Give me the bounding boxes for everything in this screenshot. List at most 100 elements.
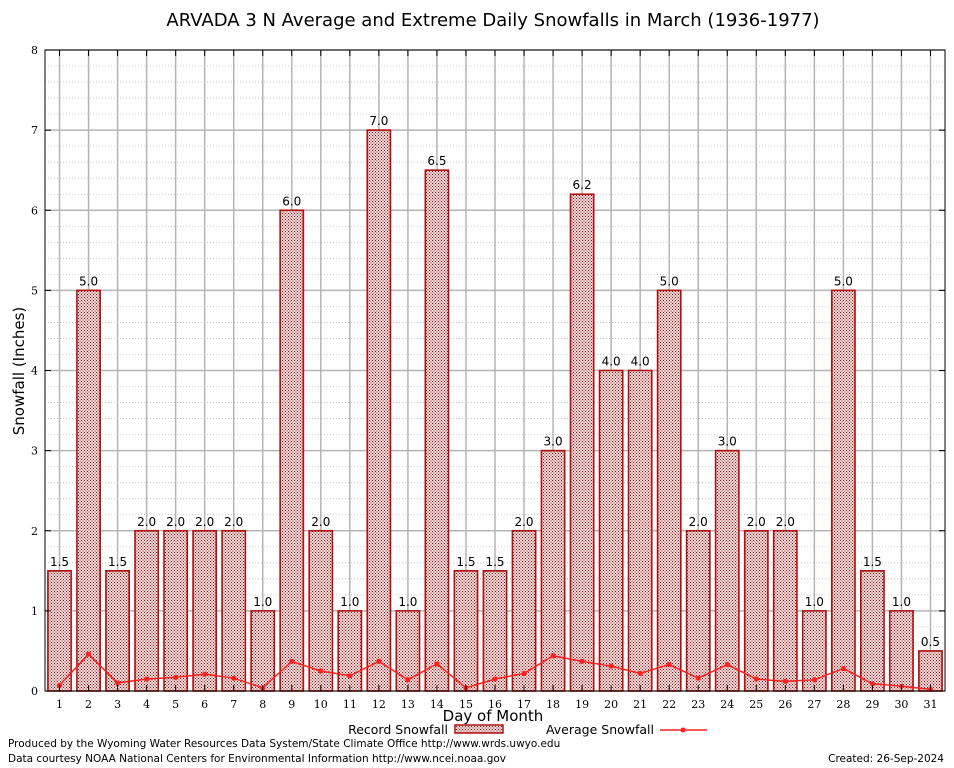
record-bar xyxy=(482,570,508,692)
bar-value-label: 1.0 xyxy=(253,595,272,609)
bar-value-label: 2.0 xyxy=(747,515,766,529)
x-tick-label: 20 xyxy=(604,698,618,711)
bar-value-label: 0.5 xyxy=(921,635,940,649)
y-tick-label: 3 xyxy=(31,445,38,458)
x-tick-label: 25 xyxy=(749,698,763,711)
average-point xyxy=(231,675,237,681)
x-tick-label: 22 xyxy=(662,698,676,711)
y-tick-label: 2 xyxy=(31,525,38,538)
bar-value-label: 4.0 xyxy=(602,355,621,369)
average-point xyxy=(840,665,846,672)
x-tick-label: 4 xyxy=(143,698,150,711)
average-point xyxy=(289,658,295,664)
bar-value-label: 2.0 xyxy=(166,515,185,529)
average-point xyxy=(202,671,208,677)
record-bar xyxy=(134,529,160,692)
x-tick-label: 10 xyxy=(314,698,328,711)
x-tick-label: 26 xyxy=(778,698,792,711)
x-tick-label: 27 xyxy=(807,698,821,711)
record-bar xyxy=(424,169,450,692)
average-point xyxy=(434,661,440,667)
bar-value-label: 3.0 xyxy=(544,435,563,449)
legend-average-marker xyxy=(680,727,686,733)
x-tick-label: 7 xyxy=(230,698,237,711)
record-bar xyxy=(511,529,537,692)
bar-value-label: 2.0 xyxy=(137,515,156,529)
y-axis-label: Snowfall (Inches) xyxy=(10,307,28,435)
legend-record-swatch xyxy=(454,724,504,734)
average-point xyxy=(550,653,556,659)
average-point xyxy=(811,677,817,683)
average-point xyxy=(405,677,411,683)
x-tick-label: 13 xyxy=(401,698,415,711)
x-tick-label: 23 xyxy=(691,698,705,711)
x-tick-label: 31 xyxy=(923,698,937,711)
chart-title: ARVADA 3 N Average and Extreme Daily Sno… xyxy=(166,10,819,31)
average-point xyxy=(376,658,382,664)
average-point xyxy=(492,676,498,682)
footer-created-date: Created: 26-Sep-2024 xyxy=(828,753,944,765)
bar-value-label: 3.0 xyxy=(718,435,737,449)
record-bar xyxy=(308,529,334,692)
x-tick-label: 5 xyxy=(172,698,179,711)
bar-value-label: 1.5 xyxy=(456,555,475,569)
average-point xyxy=(695,675,701,681)
x-tick-label: 30 xyxy=(894,698,908,711)
average-point xyxy=(114,680,121,686)
footer-data-courtesy: Data courtesy NOAA National Centers for … xyxy=(8,753,507,765)
x-tick-label: 15 xyxy=(459,698,473,711)
average-point xyxy=(318,668,324,674)
bar-value-label: 2.0 xyxy=(224,515,243,529)
x-tick-label: 17 xyxy=(517,698,531,711)
bar-value-label: 6.5 xyxy=(427,154,446,168)
record-bar xyxy=(192,529,218,692)
legend-record-label: Record Snowfall xyxy=(348,722,448,737)
record-bar xyxy=(279,209,305,692)
bar-value-label: 1.0 xyxy=(398,595,417,609)
bar-value-label: 1.5 xyxy=(863,555,882,569)
record-bar xyxy=(860,570,885,692)
average-point xyxy=(608,663,614,669)
record-bar xyxy=(453,570,479,692)
record-bar xyxy=(569,193,595,692)
record-bar xyxy=(627,369,653,692)
bar-value-label: 1.5 xyxy=(50,555,69,569)
bar-value-label: 2.0 xyxy=(776,515,795,529)
x-tick-label: 24 xyxy=(720,698,734,711)
record-bar xyxy=(830,289,856,692)
record-bar xyxy=(743,529,769,692)
x-tick-label: 9 xyxy=(288,698,295,711)
x-tick-label: 2 xyxy=(85,698,92,711)
bar-value-label: 6.0 xyxy=(282,194,301,208)
y-tick-label: 0 xyxy=(31,685,38,698)
record-bar xyxy=(163,529,189,692)
x-tick-label: 19 xyxy=(575,698,589,711)
bar-value-label: 1.5 xyxy=(108,555,127,569)
average-point xyxy=(666,661,672,668)
legend: Record Snowfall Average Snowfall xyxy=(348,722,707,737)
average-point xyxy=(347,673,353,679)
average-point xyxy=(753,676,759,682)
x-tick-label: 3 xyxy=(114,698,121,711)
y-tick-label: 7 xyxy=(31,124,38,137)
bar-value-label: 2.0 xyxy=(311,515,330,529)
average-point xyxy=(173,674,179,680)
bar-value-label: 2.0 xyxy=(689,515,708,529)
x-tick-label: 21 xyxy=(633,698,647,711)
record-bar xyxy=(889,610,914,692)
average-point xyxy=(637,670,643,676)
y-tick-label: 6 xyxy=(31,204,38,217)
bar-value-label: 7.0 xyxy=(369,114,388,128)
x-tick-label: 18 xyxy=(546,698,560,711)
x-tick-label: 28 xyxy=(836,698,850,711)
average-point xyxy=(724,661,730,668)
bar-value-label: 2.0 xyxy=(195,515,214,529)
legend-average-label: Average Snowfall xyxy=(546,722,654,737)
bar-value-label: 5.0 xyxy=(79,274,98,288)
record-bar xyxy=(772,529,798,692)
x-tick-label: 8 xyxy=(259,698,266,711)
record-bar xyxy=(47,570,72,692)
bar-value-label: 6.2 xyxy=(573,178,592,192)
bar-value-label: 1.0 xyxy=(805,595,824,609)
